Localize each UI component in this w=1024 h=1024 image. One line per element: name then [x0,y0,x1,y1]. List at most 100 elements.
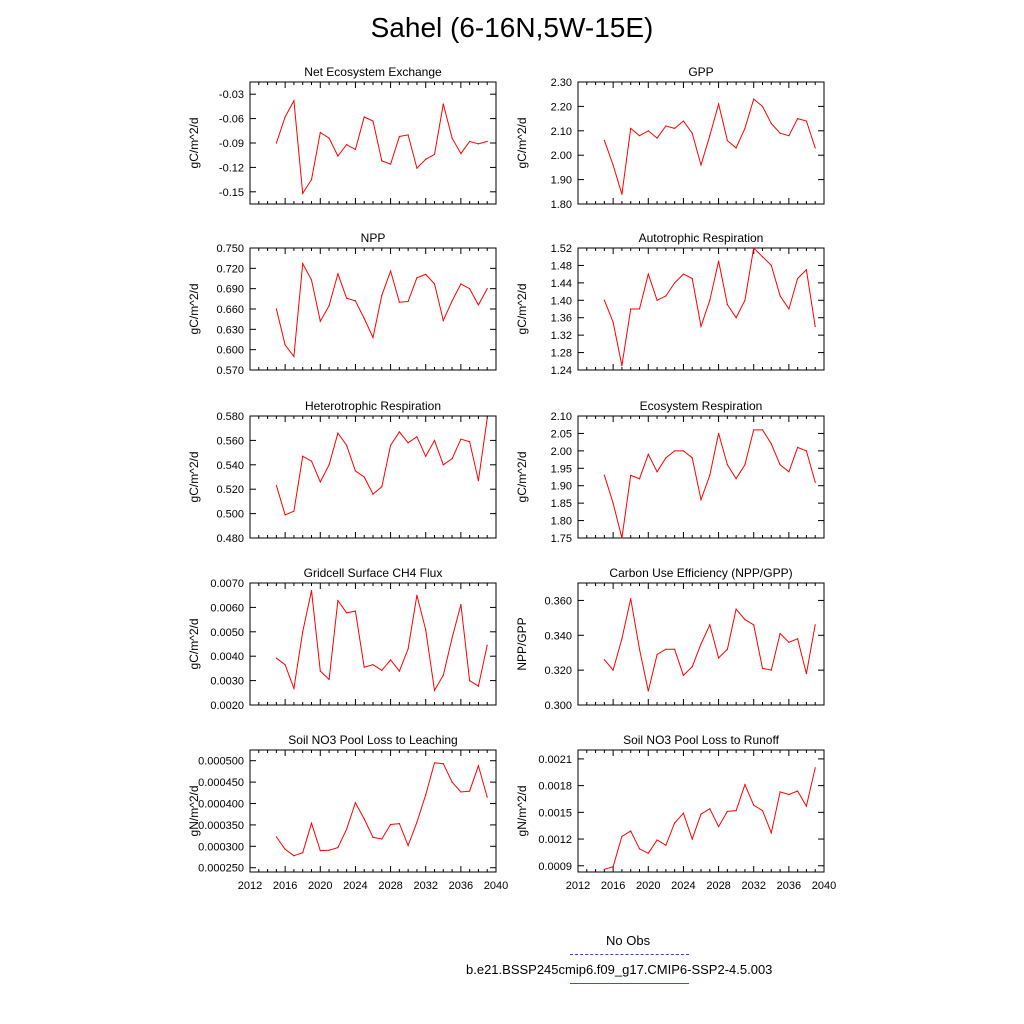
y-axis-label: gC/m^2/d [187,284,201,335]
panel-title: Ecosystem Respiration [640,399,763,413]
data-point [621,365,623,367]
data-point [770,122,772,125]
data-point [770,264,772,267]
data-point [700,643,702,645]
data-point [726,304,728,306]
y-tick-label: 0.000350 [198,820,244,832]
legend-obs-line [570,954,689,955]
y-axis-label: gC/m^2/d [187,619,201,670]
data-point [477,304,480,306]
data-point [293,855,295,857]
y-tick-label: 1.44 [551,278,572,290]
data-point [674,822,676,824]
y-tick-label: 0.720 [216,263,244,275]
data-point [630,598,632,600]
y-axis-label: gC/m^2/d [515,284,529,335]
data-point [389,270,392,272]
data-point [346,444,348,446]
panel-gpp: GPP gC/m^2/d 2.30 2.20 2.10 2.00 1.90 1.80 [515,65,825,211]
data-point [346,612,348,614]
y-tick-label: 1.40 [551,295,572,307]
data-point [638,648,641,650]
data-point [354,148,357,151]
data-point [717,657,720,659]
data-point [621,638,623,640]
series-line [603,429,816,539]
data-point [674,450,676,452]
data-point [346,297,348,299]
data-point [805,450,808,452]
data-point [381,486,383,488]
x-tick-label: 2016 [601,880,625,892]
data-point [284,664,286,666]
data-point [691,132,693,134]
data-point [477,143,480,145]
panel-gridcell-surface-ch4-flux: Gridcell Surface CH4 Flux gC/m^2/d 0.0070 0… [187,566,497,712]
data-point [779,295,781,297]
data-point [469,441,471,443]
y-tick-label: -0.12 [219,162,244,174]
y-tick-label: 0.0060 [210,602,244,614]
data-point [656,839,658,841]
data-point [328,678,330,680]
data-point [691,457,693,459]
data-point [310,179,313,181]
data-point [612,502,614,504]
panel-net-ecosystem-exchange: Net Ecosystem Exchange gC/m^2/d -0.03 -0.06… [187,65,497,205]
panel-soil-no3-pool-loss-to-leaching: Soil NO3 Pool Loss to Leaching gN/m^2/d 20… [187,733,508,892]
data-point [363,476,365,478]
x-tick-label: 2040 [812,880,836,892]
data-point [717,103,720,105]
data-point [398,670,400,672]
x-tick-label: 2020 [636,880,660,892]
data-point [621,193,623,195]
data-point [416,821,418,823]
y-axis-label: gC/m^2/d [515,118,529,169]
y-tick-label: 2.30 [551,77,572,89]
data-point [621,835,623,837]
y-tick-label: 0.000250 [198,863,244,875]
data-point [363,818,365,820]
data-point [788,135,790,137]
data-point [425,794,427,796]
data-point [302,262,304,265]
data-point [442,763,444,765]
data-point [761,256,764,258]
data-point [398,135,400,138]
data-point [451,458,453,460]
y-tick-label: 0.000500 [198,756,244,768]
y-tick-label: 1.90 [551,175,572,187]
data-point [630,474,632,476]
data-point [310,279,313,281]
data-point [398,431,400,433]
plot-frame [577,749,825,873]
data-point [682,273,685,275]
data-point [805,673,808,675]
data-point [451,137,453,139]
y-tick-label: 0.0012 [538,834,572,846]
data-point [744,464,746,466]
data-point [717,825,720,828]
data-point [770,832,772,834]
data-point [460,791,462,793]
data-point [612,164,614,166]
data-point [337,432,339,434]
data-point [433,689,436,691]
data-point [630,127,632,129]
panel-npp: NPP gC/m^2/d 0.750 0.720 0.690 0.660 0.630 0.60… [187,231,497,377]
y-tick-label: 1.24 [551,365,572,377]
data-point [486,288,488,290]
data-point [612,321,614,323]
y-tick-label: 0.570 [216,365,244,377]
data-point [674,648,676,650]
panel-carbon-use-efficiency-npp-gpp: Carbon Use Efficiency (NPP/GPP) NPP/GPP 0.… [515,566,825,712]
data-point [477,765,480,767]
plot-frame [249,749,497,873]
panel-title: NPP [361,231,386,245]
data-point [275,308,277,310]
data-point [700,813,702,815]
plot-frame [577,415,825,539]
panel-title: Autotrophic Respiration [639,231,764,245]
data-point [363,317,365,320]
data-point [372,493,374,495]
